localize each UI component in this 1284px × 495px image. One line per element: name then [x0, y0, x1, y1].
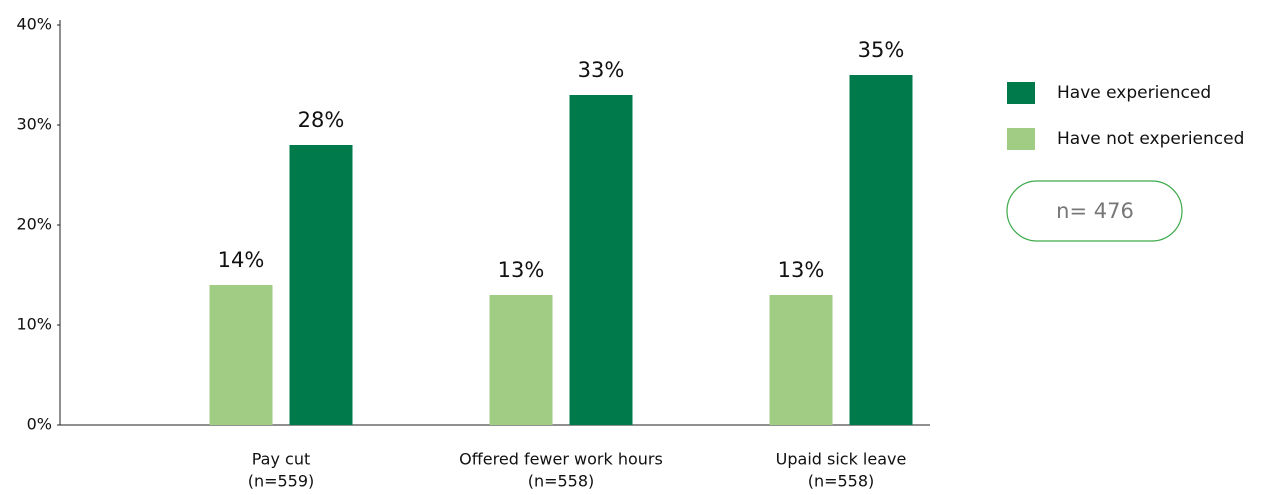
- value-label: 33%: [578, 58, 625, 82]
- y-tick-label: 20%: [16, 215, 52, 234]
- y-tick-label: 30%: [16, 115, 52, 134]
- y-tick-label: 0%: [27, 415, 52, 434]
- x-tick-label: Upaid sick leave: [776, 450, 907, 469]
- bar: [769, 295, 833, 425]
- bar: [209, 285, 273, 425]
- value-label: 14%: [218, 248, 265, 272]
- y-tick-label: 40%: [16, 15, 52, 34]
- x-tick-label: Pay cut: [252, 450, 311, 469]
- bar: [569, 95, 633, 425]
- annotation: n= 476: [1056, 199, 1134, 223]
- x-tick-label: (n=558): [808, 472, 875, 491]
- legend-swatch: [1007, 128, 1035, 150]
- legend-swatch: [1007, 82, 1035, 104]
- legend-label: Have experienced: [1057, 83, 1211, 103]
- value-label: 28%: [298, 108, 345, 132]
- value-label: 35%: [858, 38, 905, 62]
- bar: [289, 145, 353, 425]
- bar: [489, 295, 553, 425]
- x-tick-label: Offered fewer work hours: [459, 450, 663, 469]
- value-label: 13%: [498, 258, 545, 282]
- value-label: 13%: [778, 258, 825, 282]
- legend-label: Have not experienced: [1057, 129, 1244, 149]
- annotation-box: [1006, 180, 1183, 242]
- x-tick-label: (n=558): [528, 472, 595, 491]
- y-tick-label: 10%: [16, 315, 52, 334]
- x-tick-label: (n=559): [248, 472, 315, 491]
- bar: [849, 75, 913, 425]
